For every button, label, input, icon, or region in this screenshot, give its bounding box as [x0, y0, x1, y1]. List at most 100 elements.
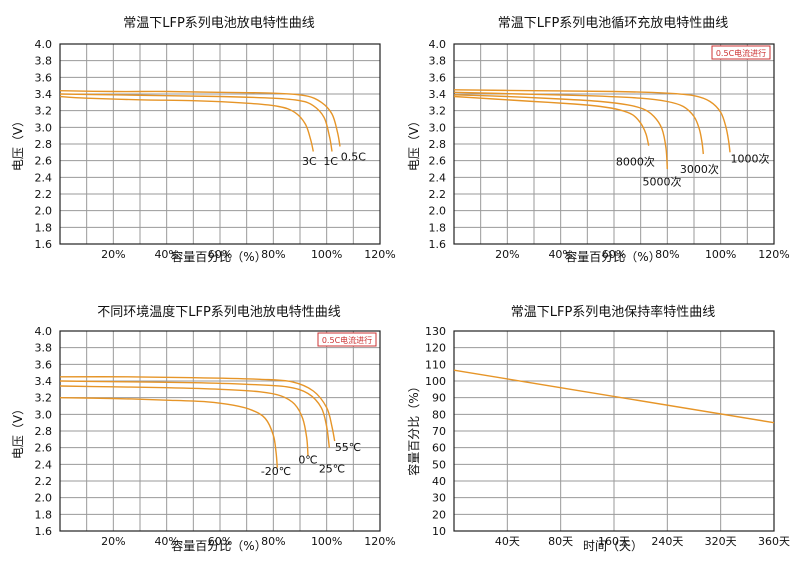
- x-tick-label: 120%: [364, 535, 395, 548]
- y-axis-label: 电压（V）: [11, 115, 25, 171]
- chart-room-temp-discharge: 常温下LFP系列电池放电特性曲线 电压（V） 容量百分比（%） 1.6 1.8 2.…: [11, 16, 396, 264]
- x-tick-label: 360天: [758, 535, 790, 548]
- y-tick-label: 2.4: [429, 171, 447, 184]
- y-tick-label: 70: [432, 425, 446, 438]
- note-badge: 0.5C电流进行: [716, 48, 766, 58]
- y-tick-label: 3.4: [429, 88, 447, 101]
- y-tick-label: 3.4: [35, 88, 53, 101]
- note-badge-box: [317, 332, 377, 347]
- plot-frame: [453, 330, 775, 532]
- x-tick-label: 80%: [261, 248, 285, 261]
- y-tick-label: 2.6: [429, 155, 447, 168]
- y-tick-label: 2.8: [429, 138, 447, 151]
- x-tick-label: 20%: [101, 248, 125, 261]
- series-line-2: [59, 90, 341, 147]
- y-tick-label: 3.2: [35, 105, 53, 118]
- y-tick-label: 1.8: [429, 221, 447, 234]
- y-tick-label: 1.8: [35, 508, 53, 521]
- note-badge: 0.5C电流进行: [322, 335, 372, 345]
- y-tick-label: 3.4: [35, 375, 53, 388]
- series-line-2: [59, 380, 330, 448]
- plot-frame: [453, 43, 775, 245]
- x-tick-label: 320天: [705, 535, 737, 548]
- series-annotation: 25℃: [319, 463, 345, 476]
- y-tick-label: 100: [425, 375, 446, 388]
- y-tick-label: 3.0: [35, 408, 53, 421]
- y-tick-label: 1.8: [35, 221, 53, 234]
- y-tick-label: 2.0: [35, 492, 53, 505]
- y-tick-label: 2.4: [35, 171, 53, 184]
- x-tick-label: 240天: [651, 535, 683, 548]
- x-tick-label: 120%: [364, 248, 395, 261]
- y-tick-label: 40: [432, 475, 446, 488]
- series-line-3: [59, 376, 336, 442]
- y-tick-label: 3.0: [35, 121, 53, 134]
- series-annotation: 8000次: [616, 155, 655, 169]
- series-annotation: 1000次: [731, 151, 770, 165]
- y-tick-label: 2.4: [35, 458, 53, 471]
- x-tick-label: 80天: [548, 535, 573, 548]
- series-annotation: 3C: [302, 155, 317, 168]
- x-axis-label: 容量百分比（%）: [171, 538, 266, 553]
- y-tick-label: 2.8: [35, 138, 53, 151]
- x-tick-label: 60%: [208, 535, 232, 548]
- series-line-3: [453, 89, 731, 153]
- series-line-0: [59, 95, 314, 152]
- series-annotation: -20℃: [261, 465, 291, 478]
- y-tick-label: 20: [432, 508, 446, 521]
- y-tick-label: 1.6: [429, 238, 447, 251]
- y-tick-label: 2.0: [35, 205, 53, 218]
- chart-title: 常温下LFP系列电池循环充放电特性曲线: [498, 15, 729, 31]
- y-tick-label: 3.6: [35, 358, 53, 371]
- y-tick-label: 3.0: [429, 121, 447, 134]
- chart-title: 常温下LFP系列电池放电特性曲线: [123, 16, 315, 31]
- y-tick-label: 2.2: [429, 188, 447, 201]
- chart-title: 常温下LFP系列电池保持率特性曲线: [511, 304, 716, 320]
- y-tick-label: 3.8: [429, 55, 447, 68]
- y-tick-label: 120: [425, 342, 446, 355]
- y-tick-label: 3.8: [35, 55, 53, 68]
- series-line-2: [453, 91, 704, 155]
- chart-title: 不同环境温度下LFP系列电池放电特性曲线: [97, 304, 341, 320]
- x-tick-label: 160天: [598, 535, 630, 548]
- series-line-0: [59, 397, 278, 468]
- series-annotation: 3000次: [680, 162, 719, 176]
- series-line-0: [453, 95, 650, 146]
- y-tick-label: 80: [432, 408, 446, 421]
- y-tick-label: 2.0: [429, 205, 447, 218]
- y-tick-label: 4.0: [429, 38, 447, 51]
- note-badge-box: [711, 45, 771, 60]
- series-line-1: [453, 94, 668, 170]
- x-tick-label: 60%: [602, 248, 626, 261]
- series-annotation: 55℃: [335, 441, 361, 454]
- y-tick-label: 130: [425, 325, 446, 338]
- series-line-0: [453, 369, 775, 424]
- series-annotation: 0.5C: [341, 151, 366, 164]
- x-tick-label: 120%: [758, 248, 789, 261]
- y-tick-label: 3.8: [35, 342, 53, 355]
- x-tick-label: 40天: [495, 535, 520, 548]
- x-tick-label: 20%: [101, 535, 125, 548]
- x-axis-label: 时间（天）: [583, 539, 643, 553]
- chart-temperature-discharge: 不同环境温度下LFP系列电池放电特性曲线 电压（V） 容量百分比（%） 1.6 1…: [11, 304, 396, 553]
- series-line-1: [59, 385, 309, 457]
- x-axis-label: 容量百分比（%）: [565, 249, 660, 264]
- x-tick-label: 80%: [261, 535, 285, 548]
- y-tick-label: 3.2: [35, 392, 53, 405]
- y-tick-label: 2.6: [35, 155, 53, 168]
- y-tick-label: 4.0: [35, 38, 53, 51]
- y-tick-label: 60: [432, 442, 446, 455]
- y-axis-label: 电压（V）: [407, 115, 421, 171]
- y-tick-label: 10: [432, 525, 446, 538]
- series-line-1: [59, 93, 333, 152]
- x-tick-label: 60%: [208, 248, 232, 261]
- y-tick-label: 3.2: [429, 105, 447, 118]
- x-tick-label: 80%: [655, 248, 679, 261]
- x-tick-label: 100%: [311, 248, 342, 261]
- y-tick-label: 2.6: [35, 442, 53, 455]
- y-tick-label: 110: [425, 358, 446, 371]
- y-tick-label: 4.0: [35, 325, 53, 338]
- plot-frame: [59, 43, 381, 245]
- x-tick-label: 100%: [705, 248, 736, 261]
